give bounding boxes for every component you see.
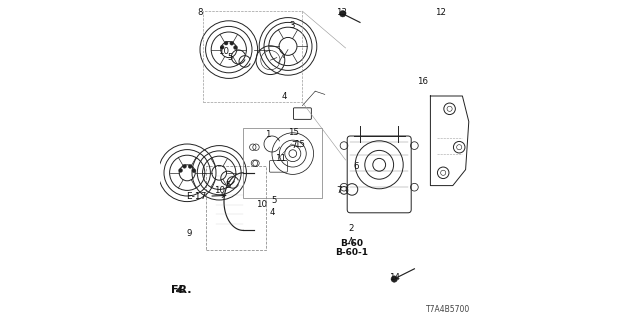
Circle shape	[224, 41, 228, 45]
Text: 10: 10	[256, 200, 268, 209]
Circle shape	[179, 169, 182, 172]
Text: 11: 11	[275, 154, 287, 163]
Circle shape	[220, 45, 224, 49]
Text: 9: 9	[187, 229, 192, 238]
Text: 4: 4	[282, 92, 287, 100]
Text: 2: 2	[349, 224, 354, 233]
Text: 14: 14	[389, 273, 400, 282]
Text: 10: 10	[214, 186, 225, 195]
Text: E-17: E-17	[186, 192, 226, 201]
Circle shape	[234, 45, 237, 49]
Text: 16: 16	[417, 77, 428, 86]
Circle shape	[230, 41, 234, 45]
Circle shape	[188, 164, 192, 168]
Text: T7A4B5700: T7A4B5700	[426, 305, 470, 314]
Text: FR.: FR.	[171, 284, 191, 295]
Text: 3: 3	[290, 21, 295, 30]
Text: 8: 8	[197, 8, 203, 17]
Text: 7: 7	[336, 186, 341, 195]
Text: 5: 5	[225, 181, 230, 190]
Text: 7: 7	[292, 141, 297, 150]
Text: 4: 4	[270, 208, 275, 217]
Text: 15: 15	[294, 140, 305, 149]
Text: 13: 13	[336, 8, 348, 17]
Text: B-60: B-60	[340, 239, 363, 248]
Text: 12: 12	[435, 8, 446, 17]
Circle shape	[182, 164, 186, 168]
Text: 5: 5	[228, 53, 233, 62]
Text: 5: 5	[271, 196, 277, 204]
Circle shape	[391, 276, 397, 282]
Text: 6: 6	[353, 162, 359, 171]
Text: 10: 10	[218, 47, 228, 56]
Circle shape	[339, 11, 346, 17]
Text: 15: 15	[287, 128, 299, 137]
Circle shape	[192, 169, 196, 172]
Text: B-60-1: B-60-1	[335, 248, 368, 257]
Text: 1: 1	[265, 130, 270, 139]
